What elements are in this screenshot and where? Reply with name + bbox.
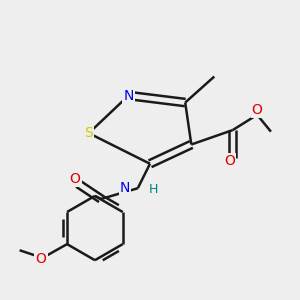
Text: O: O <box>36 252 46 266</box>
Text: O: O <box>224 154 235 168</box>
Text: O: O <box>252 103 262 117</box>
Text: H: H <box>148 183 158 196</box>
Text: S: S <box>84 126 93 140</box>
Text: N: N <box>120 181 130 195</box>
Text: O: O <box>70 172 80 186</box>
Text: N: N <box>123 88 134 103</box>
